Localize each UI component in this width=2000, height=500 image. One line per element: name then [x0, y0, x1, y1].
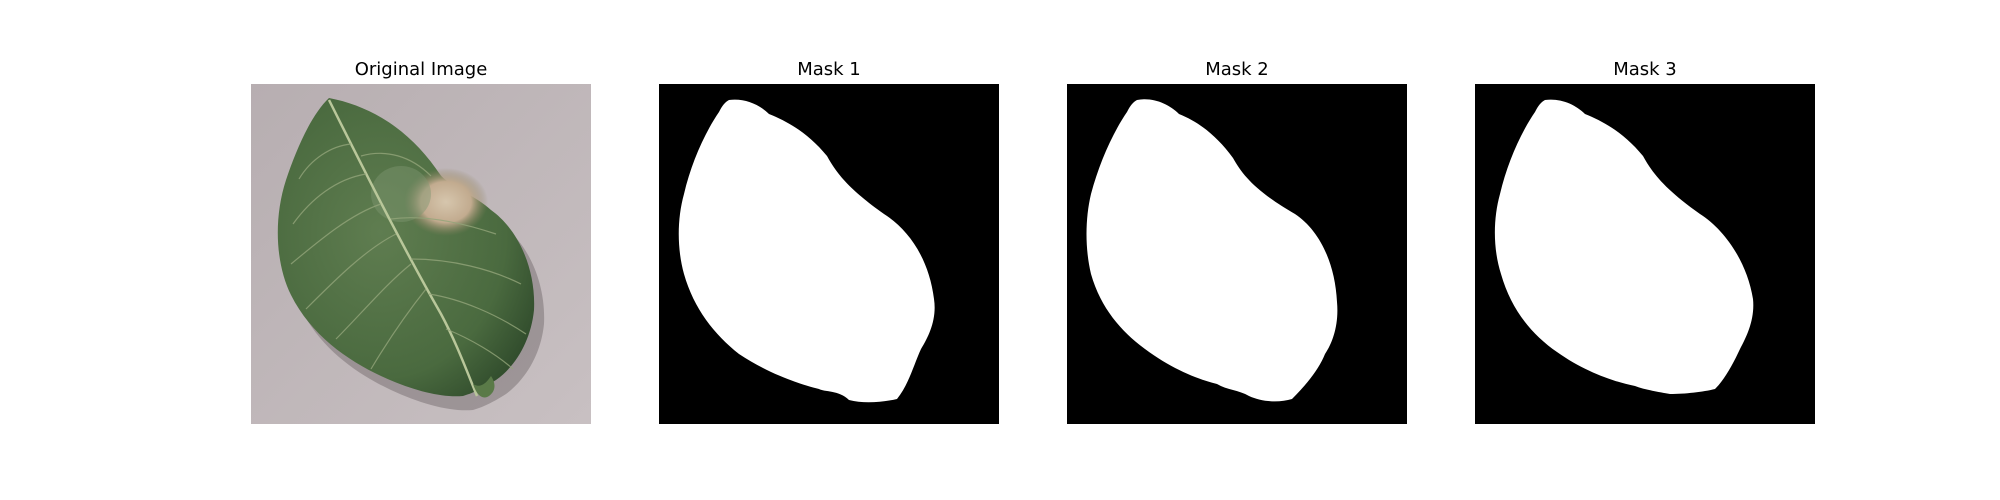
panel-mask-1: Mask 1 [659, 0, 999, 500]
mask-region [1494, 99, 1754, 395]
panel-title: Mask 1 [797, 59, 861, 80]
panel-title: Mask 3 [1613, 59, 1677, 80]
leaf-veins [290, 143, 527, 370]
panel-title: Mask 2 [1205, 59, 1269, 80]
mask-3-image [1475, 84, 1815, 424]
panel-original-image: Original Image [251, 0, 591, 500]
leaf-lesion [404, 168, 488, 236]
mask-2-image [1067, 84, 1407, 424]
panel-mask-3: Mask 3 [1475, 0, 1815, 500]
panel-title: Original Image [354, 59, 488, 80]
leaf [277, 98, 535, 397]
leaf-midrib [327, 99, 479, 397]
mask-region [678, 99, 935, 403]
original-leaf-photo [251, 84, 591, 424]
mask-region [1086, 99, 1338, 402]
mask-1-image [659, 84, 999, 424]
panel-mask-2: Mask 2 [1067, 0, 1407, 500]
